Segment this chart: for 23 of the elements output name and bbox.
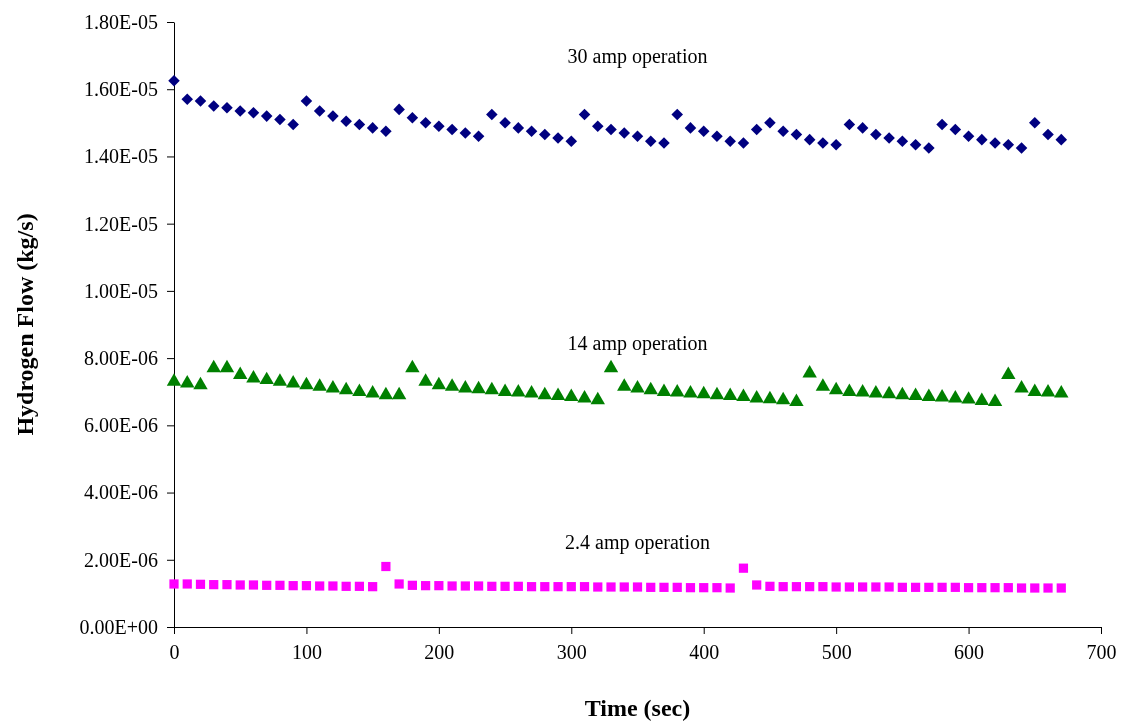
x-tick-label: 600: [954, 641, 985, 663]
y-tick-label: 1.40E-05: [84, 145, 158, 168]
y-tick-label: 1.00E-05: [84, 279, 158, 302]
y-tick-label: 2.00E-06: [84, 548, 158, 571]
y-tick-label: 4.00E-06: [84, 481, 158, 504]
x-tick-label: 700: [1086, 641, 1117, 663]
x-tick-label: 0: [169, 641, 180, 663]
y-tick-label: 0.00E+00: [79, 615, 158, 638]
text: 30 amp operation: [567, 44, 708, 68]
series-label: 14 amp operation: [567, 332, 708, 356]
x-tick-label: 400: [689, 641, 720, 663]
x-tick-label: 500: [821, 641, 852, 663]
x-tick-label: 200: [424, 641, 455, 663]
x-tick-label: 100: [291, 641, 322, 663]
series-label: 2.4 amp operation: [565, 530, 710, 554]
x-axis-title: Time (sec): [584, 695, 691, 721]
y-tick-label: 1.80E-05: [84, 10, 158, 33]
y-tick-label: 6.00E-06: [84, 414, 158, 437]
x-tick-label: 300: [556, 641, 587, 663]
y-tick-label: 1.60E-05: [84, 78, 158, 101]
y-axis-title: Hydrogen Flow (kg/s): [12, 213, 38, 436]
y-tick-label: 1.20E-05: [84, 212, 158, 235]
y-tick-label: 8.00E-06: [84, 347, 158, 370]
